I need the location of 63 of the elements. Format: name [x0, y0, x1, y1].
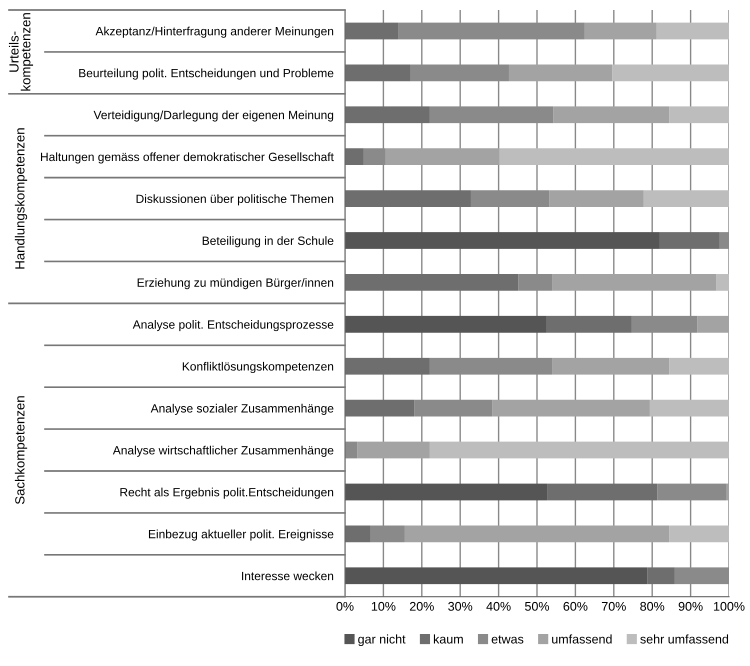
y-tick-label: Beurteilung polit. Entscheidungen und Probleme — [79, 68, 334, 80]
bar — [508, 64, 612, 82]
x-tick-label: 10% — [372, 602, 396, 611]
bar — [552, 358, 670, 375]
bar — [584, 22, 656, 40]
bar — [612, 64, 729, 82]
bar — [650, 400, 729, 417]
y-tick-label: Akzeptanz/Hinterfragung anderer Meinungen — [96, 26, 334, 38]
y-tick-label: Interesse wecken — [242, 571, 334, 580]
x-tick-label: 20% — [410, 602, 434, 611]
x-tick-label: 60% — [564, 602, 588, 611]
legend-label: etwas — [492, 635, 524, 644]
y-tick-label: Einbezug aktueller polit. Ereignisse — [148, 530, 334, 541]
x-tick-label: 0% — [336, 602, 354, 611]
text: Sachkompetenzen — [14, 396, 28, 504]
y-tick-label: Beteiligung in der Schule — [202, 236, 334, 248]
x-tick-label: 100% — [714, 602, 745, 611]
y-tick-label: Verteidigung/Darlegung der eigenen Meinung — [94, 110, 334, 122]
legend-label: umfassend — [552, 634, 612, 644]
bar — [492, 400, 650, 417]
bar — [345, 567, 648, 584]
bar — [430, 442, 729, 458]
bar — [697, 316, 729, 333]
y-tick-label: Analyse wirtschaftlicher Zusammenhänge — [112, 446, 334, 457]
bar — [345, 232, 660, 249]
bar — [660, 232, 720, 249]
y-tick-label: Analyse sozialer Zusammenhänge — [150, 404, 334, 415]
bar — [345, 316, 547, 333]
bar — [553, 106, 670, 124]
y-tick-label: Recht als Ergebnis polit.Entscheidungen — [120, 488, 334, 499]
bar — [357, 442, 430, 458]
bar — [669, 106, 729, 124]
text: Handlungskompetenzen — [14, 128, 28, 269]
bar — [547, 484, 658, 500]
y-tick-label: Diskussionen über politische Themen — [136, 194, 334, 206]
y-tick-label: Konfliktlösungskompetenzen — [182, 362, 334, 374]
y-tick-label: Erziehung zu mündigen Bürger/innen — [138, 278, 334, 290]
legend-label: kaum — [434, 634, 463, 644]
x-tick-label: 30% — [448, 602, 472, 611]
bar — [549, 190, 644, 207]
x-tick-label: 90% — [678, 602, 703, 611]
bar — [345, 484, 548, 500]
bar — [644, 190, 729, 207]
bar — [345, 442, 358, 458]
bar — [669, 358, 729, 375]
y-tick-label: Analyse polit. Entscheidungsprozesse — [132, 320, 334, 332]
y-tick-label: Haltungen gemäss offener demokratischer Gesellschaft — [40, 152, 334, 164]
bar — [669, 525, 729, 542]
bar — [499, 148, 729, 166]
x-tick-label: 70% — [602, 602, 626, 611]
legend-label: gar nicht — [358, 634, 406, 646]
bar — [404, 525, 670, 542]
bar — [647, 567, 675, 584]
x-tick-label: 40% — [486, 602, 511, 611]
bar — [716, 274, 729, 291]
legend-label: sehr umfassend — [640, 634, 728, 644]
x-tick-label: 80% — [640, 602, 664, 611]
bar — [656, 22, 729, 40]
text: Urteils- kompetenzen — [8, 13, 34, 91]
bar — [546, 316, 632, 333]
bar — [386, 148, 500, 166]
bar — [552, 274, 716, 291]
x-tick-label: 50% — [524, 602, 550, 611]
